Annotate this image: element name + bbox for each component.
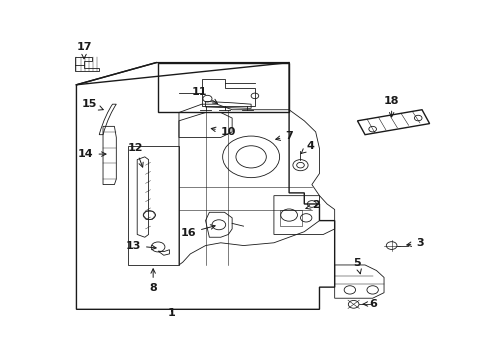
Text: 5: 5 [354,258,361,274]
Text: 12: 12 [127,143,143,167]
Bar [128,146,179,265]
Text: 3: 3 [407,238,424,248]
Bar [280,210,302,226]
Text: 14: 14 [78,149,106,159]
Text: 11: 11 [192,87,218,104]
Text: 13: 13 [125,240,156,251]
Text: 6: 6 [363,299,377,309]
Text: 16: 16 [180,225,215,238]
Text: 8: 8 [149,269,157,293]
Text: 17: 17 [76,41,92,59]
Text: 7: 7 [276,131,293,141]
Text: 18: 18 [384,95,399,117]
Text: 4: 4 [301,141,314,154]
Text: 10: 10 [211,127,236,137]
Text: 2: 2 [306,201,319,210]
Text: 1: 1 [168,309,175,319]
Text: 15: 15 [82,99,103,110]
